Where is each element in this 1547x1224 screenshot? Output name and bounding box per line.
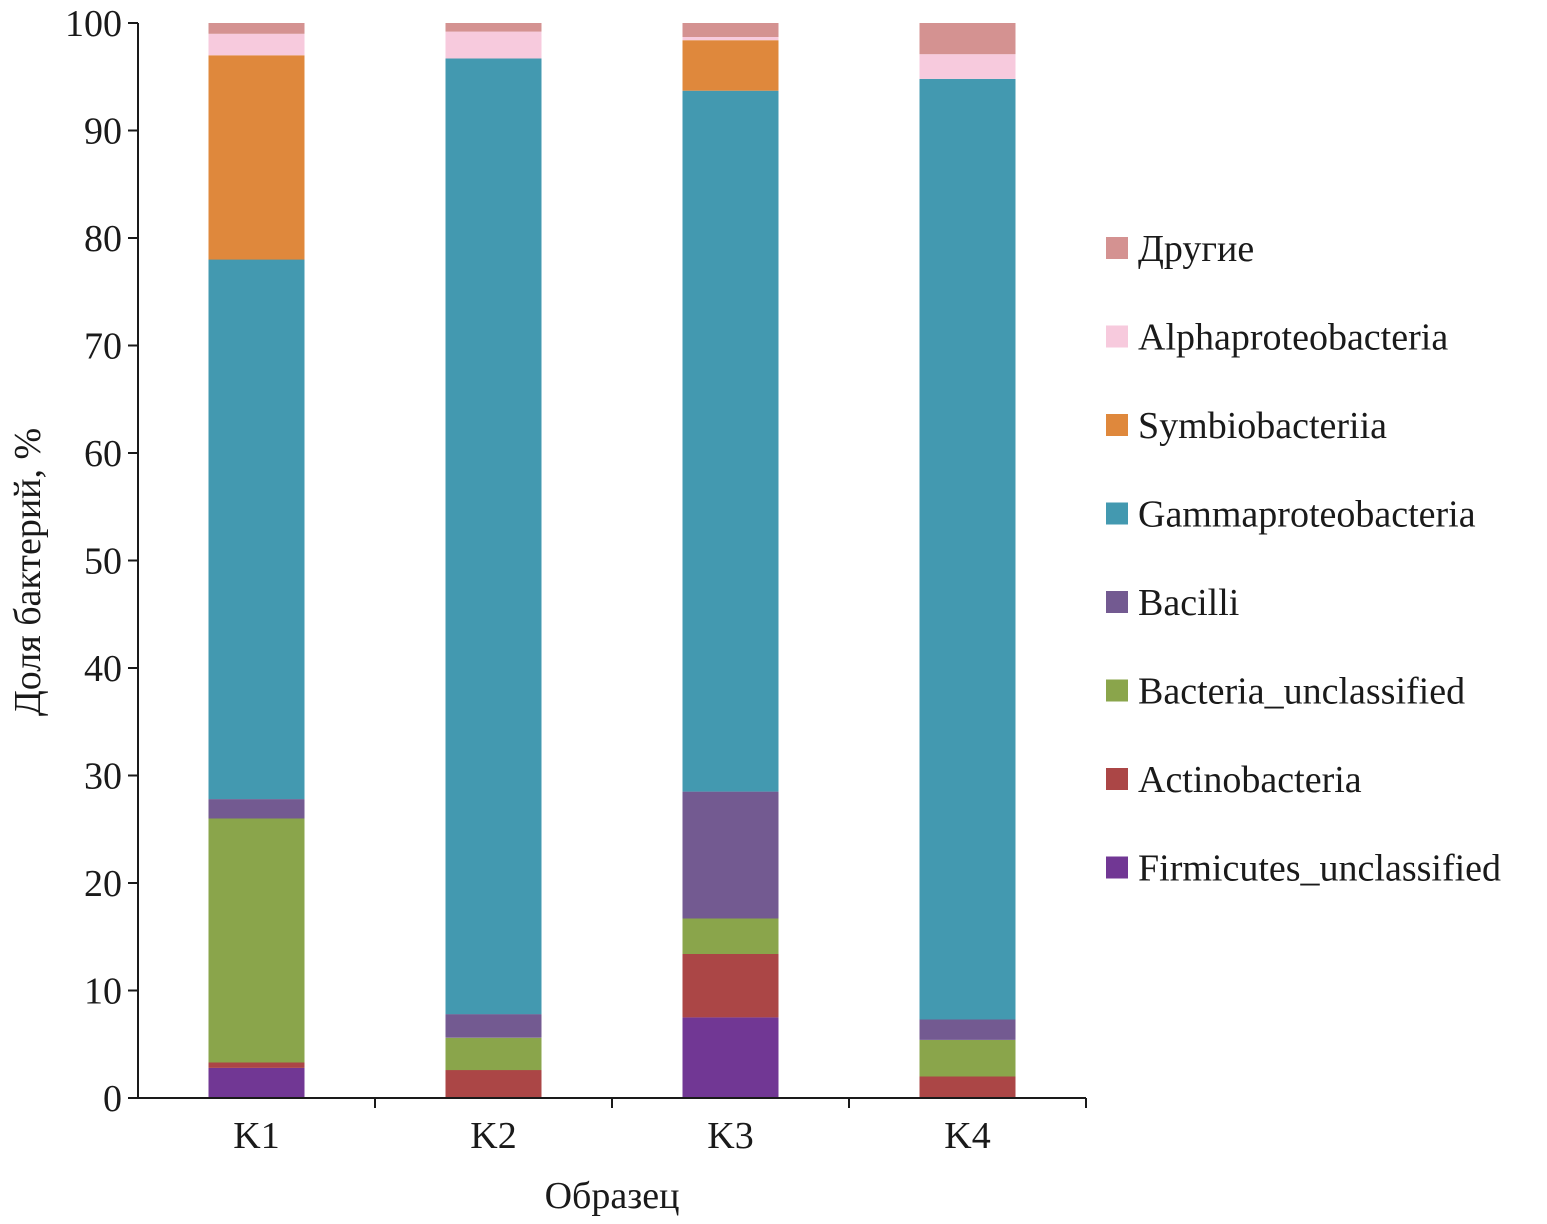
bar-k1-firmicutes-unclassified — [208, 1067, 305, 1098]
y-axis-title: Доля бактерий, % — [7, 428, 49, 716]
bar-k1-bacilli — [208, 799, 305, 819]
bar-k3-bacteria-unclassified — [682, 918, 779, 954]
bar-k2-bacilli — [445, 1014, 542, 1038]
bar-k2-gammaproteobacteria — [445, 58, 542, 1015]
legend-label: Firmicutes_unclassified — [1138, 848, 1501, 890]
bar-k1-alphaproteobacteria — [208, 33, 305, 56]
legend-swatch — [1106, 679, 1128, 702]
y-tick-label: 40 — [84, 648, 122, 690]
legend-swatch — [1106, 502, 1128, 525]
bar-k3-alphaproteobacteria — [682, 37, 779, 41]
bar-k2-actinobacteria — [445, 1070, 542, 1098]
bar-k4-bacilli — [919, 1019, 1016, 1040]
bar-k2-alphaproteobacteria — [445, 31, 542, 59]
y-tick-label: 90 — [84, 111, 122, 153]
bar-k3-firmicutes-unclassified — [682, 1017, 779, 1098]
bar-k3-actinobacteria — [682, 954, 779, 1018]
legend-label: Gammaproteobacteria — [1138, 494, 1476, 536]
legend-swatch — [1106, 237, 1128, 259]
bar-k4-actinobacteria — [919, 1076, 1016, 1098]
bar-k3-symbiobacteriia — [682, 40, 779, 91]
bar-k4-gammaproteobacteria — [919, 78, 1016, 1020]
bar-k4-другие — [919, 23, 1016, 55]
bar-k3-gammaproteobacteria — [682, 90, 779, 792]
y-tick-label: 100 — [65, 3, 122, 45]
x-ticks-group: K1 K2 K3 K4 — [233, 1098, 1087, 1157]
bar-k2-bacteria-unclassified — [445, 1037, 542, 1071]
legend-label: Bacilli — [1138, 582, 1239, 624]
legend-label: Symbiobacteriia — [1138, 405, 1387, 447]
legend-label: Другие — [1138, 228, 1254, 270]
legend-label: Bacteria_unclassified — [1138, 671, 1465, 713]
legend-label: Actinobacteria — [1138, 759, 1362, 801]
bar-k3-другие — [682, 23, 779, 37]
bar-k1-gammaproteobacteria — [208, 259, 305, 800]
x-tick-label-k2: K2 — [470, 1115, 516, 1157]
y-tick-label: 70 — [84, 326, 122, 368]
legend-swatch — [1106, 591, 1128, 613]
bar-k3-bacilli — [682, 791, 779, 919]
y-ticks-group: 0 10 20 30 40 50 60 70 80 90 100 — [65, 3, 138, 1120]
x-tick-label-k3: K3 — [707, 1115, 753, 1157]
legend: Другие Alphaproteobacteria Symbiobacteriia… — [1106, 228, 1501, 890]
y-tick-label: 20 — [84, 863, 122, 905]
bar-k4-bacteria-unclassified — [919, 1040, 1016, 1077]
legend-swatch — [1106, 856, 1128, 879]
bars-group — [208, 23, 1016, 1098]
legend-swatch — [1106, 768, 1128, 790]
bar-k4-alphaproteobacteria — [919, 54, 1016, 79]
bar-k1-symbiobacteriia — [208, 55, 305, 260]
legend-swatch — [1106, 325, 1128, 348]
x-axis-title: Образец — [545, 1175, 680, 1217]
x-tick-label-k4: K4 — [944, 1115, 990, 1157]
legend-swatch — [1106, 414, 1128, 436]
y-tick-label: 60 — [84, 433, 122, 475]
bar-k1-bacteria-unclassified — [208, 818, 305, 1063]
y-tick-label: 0 — [103, 1078, 122, 1120]
bar-k1-actinobacteria — [208, 1062, 305, 1068]
y-tick-label: 30 — [84, 756, 122, 798]
bar-k2-другие — [445, 23, 542, 32]
y-tick-label: 80 — [84, 218, 122, 260]
x-tick-label-k1: K1 — [233, 1115, 279, 1157]
y-tick-label: 50 — [84, 541, 122, 583]
legend-label: Alphaproteobacteria — [1138, 317, 1448, 359]
y-tick-label: 10 — [84, 971, 122, 1013]
bar-k1-другие — [208, 23, 305, 34]
